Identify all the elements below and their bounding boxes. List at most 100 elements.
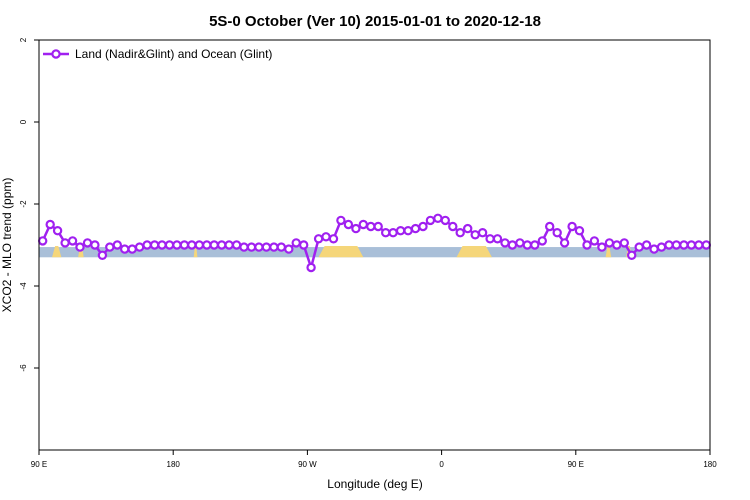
- data-point: [38, 236, 48, 246]
- data-point: [500, 238, 510, 248]
- data-point: [127, 244, 137, 254]
- data-point: [306, 262, 316, 273]
- data-point: [299, 240, 309, 250]
- data-point: [373, 221, 383, 232]
- data-point: [671, 240, 682, 250]
- y-tick-label: 2: [19, 37, 28, 42]
- data-point: [455, 227, 465, 238]
- y-tick-label: -2: [19, 200, 28, 208]
- data-point: [172, 240, 182, 250]
- data-point: [119, 244, 130, 254]
- data-point: [515, 238, 525, 248]
- data-point: [522, 240, 533, 250]
- data-point: [269, 242, 279, 252]
- data-point: [254, 242, 264, 252]
- data-point: [157, 240, 167, 250]
- land-band-segment: [456, 246, 492, 258]
- data-point: [164, 240, 175, 250]
- data-point: [664, 240, 674, 250]
- x-tick-label: 90 E: [568, 460, 584, 469]
- legend: Land (Nadir&Glint) and Ocean (Glint): [43, 47, 272, 61]
- data-point: [67, 236, 78, 246]
- data-point: [336, 215, 346, 226]
- series-points-layer: [38, 213, 712, 273]
- land-band-segment: [193, 246, 198, 258]
- data-point: [239, 242, 249, 252]
- data-point: [649, 244, 659, 254]
- data-point: [149, 240, 160, 250]
- data-point: [537, 236, 548, 246]
- data-point: [418, 221, 428, 232]
- data-point: [231, 240, 242, 250]
- x-tick-label: 0: [439, 460, 444, 469]
- data-point: [60, 238, 70, 248]
- data-point: [530, 240, 540, 250]
- data-point: [52, 225, 63, 236]
- data-point: [440, 215, 450, 226]
- data-point: [433, 213, 443, 223]
- data-point: [410, 223, 421, 234]
- data-point: [112, 240, 123, 250]
- x-tick-label: 180: [703, 460, 717, 469]
- data-point: [552, 227, 562, 238]
- data-point: [589, 236, 600, 246]
- y-tick-label: 0: [19, 119, 28, 124]
- data-point: [656, 242, 667, 252]
- x-tick-label: 90 W: [298, 460, 317, 469]
- data-point: [463, 223, 473, 234]
- data-point: [641, 240, 652, 250]
- data-point: [284, 244, 294, 254]
- y-tick-label: -4: [19, 282, 28, 290]
- data-point: [209, 240, 219, 250]
- data-point: [619, 238, 630, 248]
- data-point: [276, 242, 286, 252]
- data-point: [97, 250, 108, 260]
- data-point: [224, 240, 234, 250]
- y-axis-label: XCO2 - MLO trend (ppm): [0, 178, 14, 313]
- data-point: [604, 238, 615, 248]
- x-tick-label: 180: [167, 460, 181, 469]
- data-point: [395, 225, 406, 236]
- data-point: [291, 238, 301, 248]
- data-point: [597, 242, 607, 252]
- data-point: [686, 240, 697, 250]
- land-band-segment: [605, 246, 612, 258]
- data-point: [567, 221, 577, 232]
- land-band-segment: [318, 246, 364, 258]
- data-point: [701, 240, 712, 250]
- legend-swatch-marker: [51, 49, 61, 59]
- x-axis-label: Longitude (deg E): [327, 477, 422, 491]
- data-point: [381, 227, 391, 238]
- data-point: [82, 238, 93, 248]
- data-point: [477, 227, 488, 238]
- data-point: [343, 219, 354, 230]
- land-band-segment: [52, 246, 62, 258]
- data-point: [485, 234, 495, 244]
- data-point: [366, 221, 376, 232]
- y-tick-label: -6: [19, 364, 28, 372]
- data-point: [582, 240, 592, 250]
- data-point: [187, 240, 197, 250]
- data-point: [358, 219, 368, 230]
- data-point: [134, 242, 145, 252]
- data-point: [142, 240, 152, 250]
- data-point: [492, 234, 503, 244]
- data-point: [545, 221, 555, 232]
- data-point: [425, 215, 436, 226]
- data-point: [261, 242, 272, 252]
- data-point: [612, 240, 622, 250]
- data-point: [179, 240, 190, 250]
- data-point: [216, 240, 227, 250]
- data-point: [90, 240, 100, 250]
- data-point: [627, 250, 637, 260]
- data-point: [559, 238, 570, 248]
- chart-title: 5S-0 October (Ver 10) 2015-01-01 to 2020…: [209, 13, 541, 30]
- data-point: [194, 240, 204, 250]
- plot-frame: [38, 39, 711, 451]
- data-point: [328, 234, 339, 244]
- data-point: [574, 225, 585, 236]
- x-axis: 90 E 180 90 W 0 90 E 180: [31, 450, 717, 469]
- data-point: [634, 242, 644, 252]
- data-point: [448, 221, 458, 232]
